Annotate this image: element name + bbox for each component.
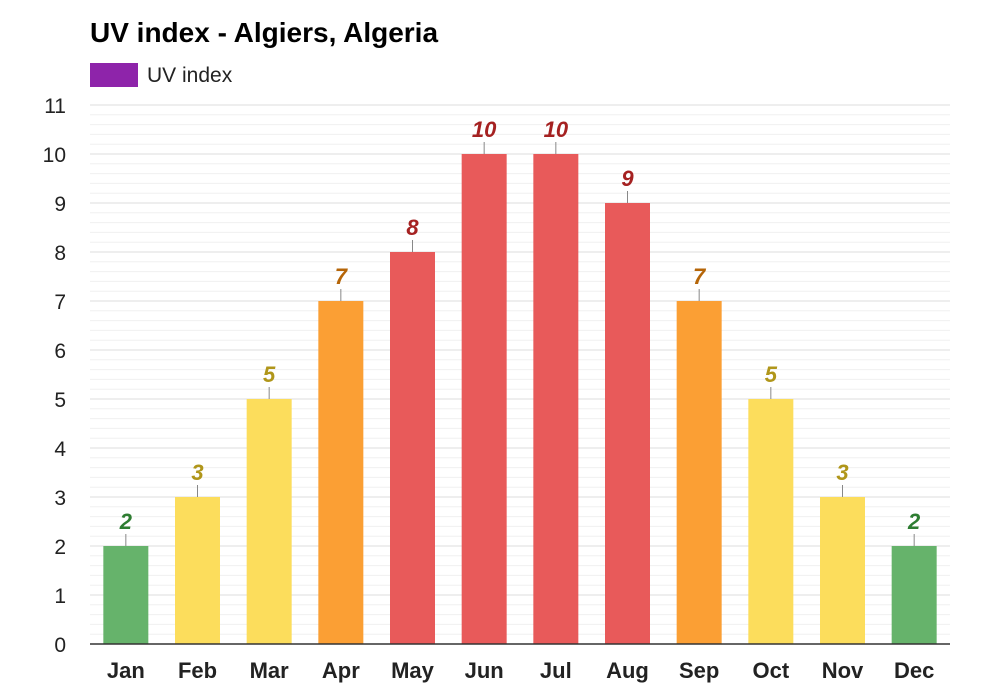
bar-apr [318, 301, 364, 644]
x-axis: Jan Feb Mar Apr May Jun Jul Aug Sep Oct Nov Dec [90, 643, 950, 683]
y-tick-label: 11 [44, 95, 66, 118]
bar-jun [461, 154, 507, 644]
y-tick-label: 2 [54, 536, 66, 559]
x-tick-label-sep: Sep [679, 658, 719, 683]
bars [103, 154, 937, 644]
bar-jul [533, 154, 579, 644]
grid [90, 104, 950, 635]
x-tick-label-may: May [391, 658, 435, 683]
y-tick-label: 3 [54, 487, 66, 510]
data-label-nov: 3 [836, 460, 848, 485]
data-label-apr: 7 [335, 264, 349, 289]
data-label-feb: 3 [191, 460, 203, 485]
bar-jan [103, 546, 149, 644]
x-tick-label-aug: Aug [606, 658, 649, 683]
y-tick-label: 8 [54, 242, 66, 265]
bar-nov [820, 497, 865, 644]
data-label-dec: 2 [907, 509, 921, 534]
data-label-aug: 9 [621, 166, 634, 191]
y-tick-label: 4 [54, 438, 66, 461]
data-label-jun: 10 [472, 117, 497, 142]
bar-aug [605, 203, 650, 644]
x-tick-label-dec: Dec [894, 658, 934, 683]
bar-sep [676, 301, 722, 644]
y-axis: 0 1 2 3 4 5 6 7 8 9 10 11 [43, 95, 67, 657]
data-label-may: 8 [406, 215, 419, 240]
data-label-jul: 10 [544, 117, 569, 142]
y-tick-label: 10 [43, 144, 66, 167]
data-label-mar: 5 [263, 362, 276, 387]
x-tick-label-jun: Jun [465, 658, 504, 683]
x-tick-label-mar: Mar [250, 658, 290, 683]
bar-mar [246, 399, 292, 644]
chart-title: UV index - Algiers, Algeria [90, 17, 438, 48]
x-tick-label-oct: Oct [752, 658, 789, 683]
y-tick-label: 9 [54, 193, 66, 216]
legend-label-uv-index: UV index [147, 64, 233, 87]
y-tick-label: 7 [54, 291, 66, 314]
legend-swatch-uv-index [90, 63, 138, 87]
bar-may [390, 252, 435, 644]
bar-dec [891, 546, 937, 644]
y-tick-label: 0 [54, 634, 66, 657]
x-tick-label-nov: Nov [822, 658, 864, 683]
data-label-oct: 5 [765, 362, 778, 387]
x-tick-label-jan: Jan [107, 658, 145, 683]
data-label-sep: 7 [693, 264, 707, 289]
y-tick-label: 5 [54, 389, 66, 412]
bar-feb [175, 497, 220, 644]
bar-oct [748, 399, 794, 644]
legend: UV index [90, 63, 233, 87]
y-tick-label: 1 [54, 585, 66, 608]
data-labels: 2 3 5 7 8 10 10 9 7 5 3 2 [119, 117, 921, 546]
y-tick-label: 6 [54, 340, 66, 363]
x-tick-label-apr: Apr [322, 658, 360, 683]
data-label-jan: 2 [119, 509, 133, 534]
x-tick-label-feb: Feb [178, 658, 217, 683]
x-tick-label-jul: Jul [540, 658, 572, 683]
